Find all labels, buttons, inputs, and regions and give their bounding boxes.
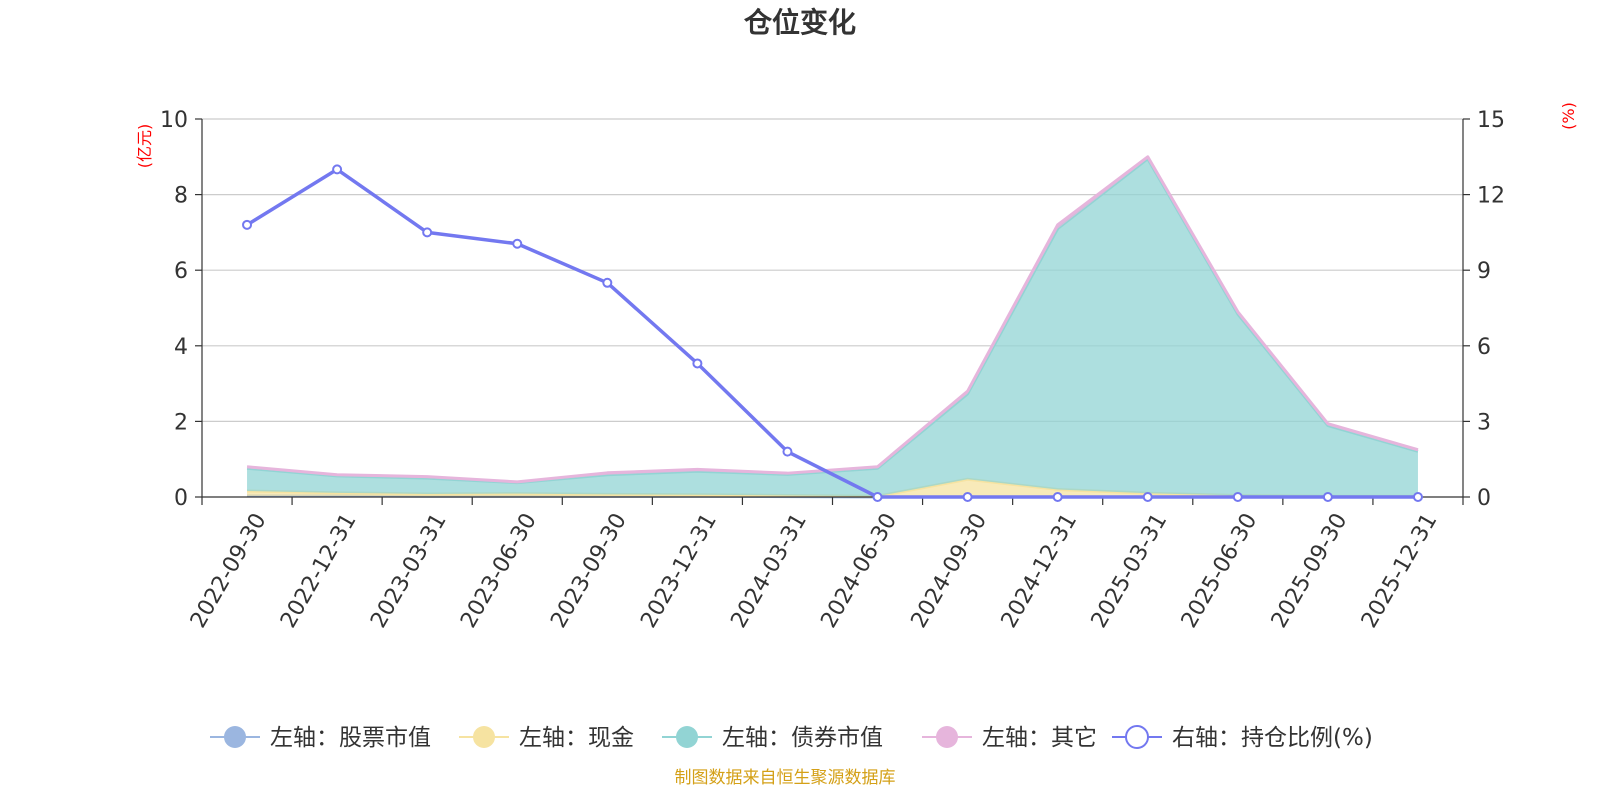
ratio-point xyxy=(1322,492,1333,502)
ratio-point xyxy=(1142,492,1153,502)
legend: 左轴：股票市值 左轴：现金 左轴：债券市值 左轴：其它 右轴：持仓比例(%) xyxy=(210,725,1373,751)
left-axis-tick-label: 10 xyxy=(160,108,188,133)
left-axis-tick-label: 6 xyxy=(174,259,188,284)
ratio-point xyxy=(602,277,613,288)
x-axis-tick-label: 2025-03-31 xyxy=(1087,509,1173,632)
right-axis-tick-label: 3 xyxy=(1477,410,1491,435)
ratio-point xyxy=(512,238,523,249)
legend-marker xyxy=(936,726,958,748)
x-axis-tick-label: 2022-12-31 xyxy=(276,509,362,632)
right-axis-tick-label: 6 xyxy=(1477,335,1491,360)
left-axis-unit: (亿元) xyxy=(135,124,154,169)
ratio-point xyxy=(1412,492,1423,502)
x-axis-tick-label: 2023-09-30 xyxy=(546,509,632,632)
x-axis-tick-label: 2023-03-31 xyxy=(366,509,452,632)
x-axis-tick-label: 2024-06-30 xyxy=(816,509,902,632)
ratio-point xyxy=(332,164,343,175)
x-axis-tick-label: 2025-06-30 xyxy=(1177,509,1263,632)
legend-label: 左轴：现金 xyxy=(519,725,634,751)
x-axis-tick-label: 2024-12-31 xyxy=(997,509,1083,632)
ratio-point xyxy=(242,219,253,230)
left-axis-tick-label: 4 xyxy=(174,335,188,360)
ratio-point xyxy=(872,492,883,502)
area-edge-4 xyxy=(246,155,1419,484)
ratio-point xyxy=(422,227,433,238)
x-axis-tick-label: 2024-03-31 xyxy=(726,509,812,632)
right-axis-tick-label: 12 xyxy=(1477,184,1505,209)
legend-marker xyxy=(473,726,495,748)
ratio-point xyxy=(782,446,793,457)
x-axis-tick-label: 2024-09-30 xyxy=(907,509,993,632)
right-axis-unit: (%) xyxy=(1559,102,1578,130)
ratio-point xyxy=(692,358,703,369)
ratio-line xyxy=(246,167,1418,499)
legend-label: 左轴：债券市值 xyxy=(722,725,883,751)
left-axis-tick-label: 2 xyxy=(174,410,188,435)
x-axis-tick-label: 2022-09-30 xyxy=(186,509,272,632)
legend-marker xyxy=(676,726,698,748)
legend-label: 右轴：持仓比例(%) xyxy=(1172,725,1373,751)
x-axis-tick-label: 2023-06-30 xyxy=(456,509,542,632)
legend-marker xyxy=(224,726,246,748)
ratio-point xyxy=(1232,492,1243,502)
left-axis-tick-label: 0 xyxy=(174,486,188,511)
source-note: 制图数据来自恒生聚源数据库 xyxy=(675,768,896,788)
legend-label: 左轴：股票市值 xyxy=(270,725,431,751)
ratio-line-series xyxy=(242,164,1423,502)
x-axis-tick-label: 2023-12-31 xyxy=(636,509,722,632)
right-axis-tick-label: 9 xyxy=(1477,259,1491,284)
left-axis-tick-label: 8 xyxy=(174,184,188,209)
area-3 xyxy=(247,158,1418,497)
legend-marker xyxy=(1125,725,1149,749)
ratio-point xyxy=(962,492,973,502)
x-axis-tick-label: 2025-09-30 xyxy=(1267,509,1353,632)
area-series xyxy=(246,155,1419,499)
chart-title: 仓位变化 xyxy=(744,6,856,39)
ratio-point xyxy=(1052,492,1063,502)
right-axis-tick-label: 15 xyxy=(1477,108,1505,133)
x-axis-tick-label: 2025-12-31 xyxy=(1357,509,1443,632)
legend-label: 左轴：其它 xyxy=(982,725,1097,751)
right-axis-tick-label: 0 xyxy=(1477,486,1491,511)
